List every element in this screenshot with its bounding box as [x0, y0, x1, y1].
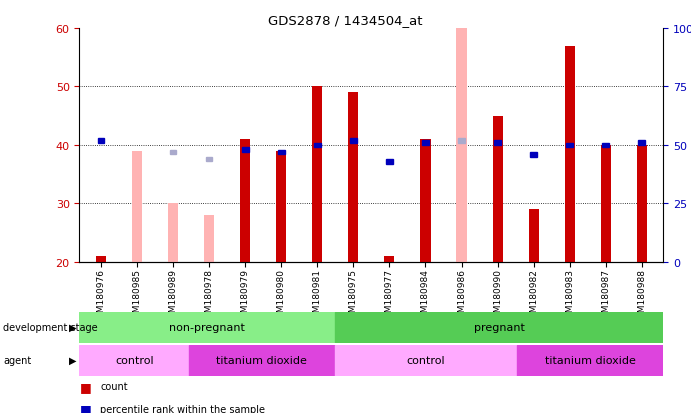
Text: control: control: [407, 355, 446, 366]
Bar: [348, 93, 359, 262]
Text: ▶: ▶: [69, 322, 77, 332]
Bar: [335, 312, 663, 343]
Bar: [457, 29, 466, 262]
Bar: [494, 141, 501, 146]
Bar: [600, 146, 611, 262]
Bar: [636, 146, 647, 262]
Bar: [189, 345, 335, 376]
Bar: [314, 143, 321, 148]
Text: ■: ■: [79, 380, 91, 393]
Bar: [98, 139, 104, 143]
Bar: [458, 139, 465, 143]
Bar: [335, 345, 518, 376]
Bar: [565, 46, 575, 262]
Bar: [170, 150, 176, 155]
Text: count: count: [100, 381, 128, 391]
Bar: [603, 143, 609, 148]
Bar: [278, 150, 285, 155]
Bar: [96, 256, 106, 262]
Bar: [529, 210, 539, 262]
Bar: [168, 204, 178, 262]
Text: development stage: development stage: [3, 322, 98, 332]
Bar: [384, 256, 395, 262]
Bar: [386, 159, 392, 164]
Bar: [422, 141, 428, 146]
Text: ▶: ▶: [69, 355, 77, 366]
Bar: [567, 143, 573, 148]
Bar: [638, 141, 645, 146]
Text: GDS2878 / 1434504_at: GDS2878 / 1434504_at: [268, 14, 423, 27]
Bar: [242, 148, 249, 152]
Bar: [132, 152, 142, 262]
Text: percentile rank within the sample: percentile rank within the sample: [100, 404, 265, 413]
Bar: [350, 139, 357, 143]
Bar: [420, 140, 430, 262]
Bar: [312, 87, 323, 262]
Bar: [518, 345, 663, 376]
Bar: [206, 157, 212, 162]
Bar: [531, 152, 537, 157]
Text: agent: agent: [3, 355, 32, 366]
Bar: [204, 216, 214, 262]
Text: control: control: [115, 355, 153, 366]
Text: titanium dioxide: titanium dioxide: [545, 355, 636, 366]
Bar: [493, 116, 502, 262]
Text: titanium dioxide: titanium dioxide: [216, 355, 307, 366]
Bar: [79, 312, 335, 343]
Text: pregnant: pregnant: [474, 322, 524, 332]
Bar: [276, 152, 286, 262]
Text: ■: ■: [79, 402, 91, 413]
Bar: [240, 140, 250, 262]
Bar: [79, 345, 189, 376]
Text: non-pregnant: non-pregnant: [169, 322, 245, 332]
